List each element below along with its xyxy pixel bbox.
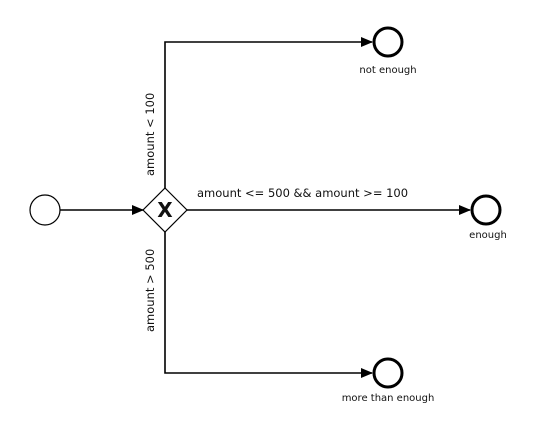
condition-label-top: amount < 100 xyxy=(143,93,157,176)
end-event-middle[interactable] xyxy=(470,194,502,226)
end-event-bottom[interactable] xyxy=(372,357,404,389)
end-event-top[interactable] xyxy=(372,26,404,58)
condition-label-bottom: amount > 500 xyxy=(143,249,157,332)
exclusive-gateway[interactable]: X xyxy=(142,187,188,233)
start-event[interactable] xyxy=(29,194,61,226)
end-event-label-middle: enough xyxy=(469,230,507,241)
sequence-flow-top[interactable] xyxy=(164,37,373,188)
gateway-symbol: X xyxy=(157,198,173,222)
sequence-flow-bottom[interactable] xyxy=(164,232,373,378)
condition-label-middle: amount <= 500 && amount >= 100 xyxy=(197,186,408,200)
end-event-label-bottom: more than enough xyxy=(342,393,435,404)
end-event-label-top: not enough xyxy=(359,65,416,76)
